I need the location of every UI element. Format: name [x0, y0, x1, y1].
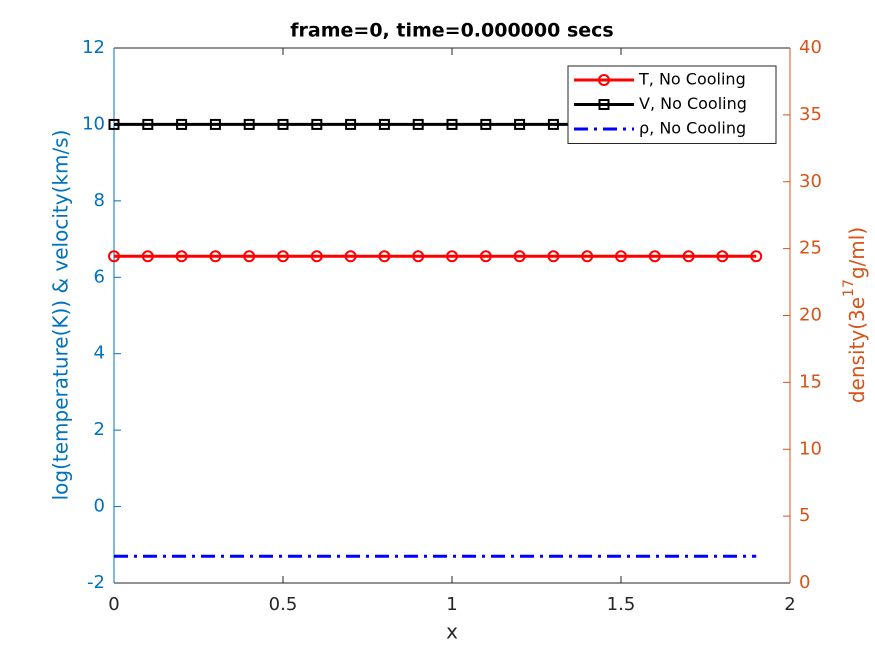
marker	[209, 250, 222, 263]
marker	[581, 250, 594, 263]
y2-label-part: g/ml)	[845, 227, 869, 279]
y-tick-label: 8	[94, 190, 105, 211]
y2-tick-label: 20	[799, 305, 822, 326]
marker	[108, 250, 120, 263]
legend-label: V, No Cooling	[639, 94, 747, 113]
x-tick-label: 1.5	[607, 594, 636, 615]
marker	[615, 250, 627, 263]
marker	[378, 250, 391, 263]
marker	[378, 118, 390, 130]
marker	[750, 250, 763, 263]
marker	[176, 118, 188, 130]
x-axis-label: x	[446, 620, 458, 644]
marker	[682, 250, 695, 263]
y-tick-label: 12	[82, 37, 105, 58]
marker	[412, 250, 425, 263]
y-tick-label: 10	[82, 113, 105, 134]
marker	[479, 250, 492, 263]
x-tick-label: 2	[784, 594, 795, 615]
legend-label: ρ, No Cooling	[639, 119, 746, 138]
marker	[547, 250, 560, 263]
y2-tick-label: 35	[799, 104, 822, 125]
marker	[175, 250, 188, 263]
legend-marker	[598, 99, 610, 110]
marker	[514, 118, 526, 130]
y-axis-label: log(temperature(K)) & velocity(km/s)	[49, 130, 73, 501]
marker	[446, 118, 458, 130]
chart-title: frame=0, time=0.000000 secs	[290, 20, 613, 42]
y-tick-label: 2	[94, 419, 105, 440]
marker	[344, 250, 357, 263]
marker	[716, 250, 729, 263]
marker	[412, 118, 424, 130]
marker	[243, 250, 256, 263]
marker	[142, 118, 154, 130]
y2-tick-label: 10	[799, 438, 822, 459]
marker	[141, 250, 154, 263]
marker	[547, 118, 559, 130]
marker	[277, 118, 289, 130]
x-tick-label: 1	[446, 594, 457, 615]
y2-label-sup: 17	[841, 279, 857, 297]
y2-tick-label: 0	[799, 572, 810, 593]
marker	[243, 118, 255, 130]
marker	[648, 250, 661, 263]
marker	[480, 118, 492, 130]
marker	[108, 118, 120, 130]
marker	[209, 118, 221, 130]
marker	[310, 250, 323, 263]
y2-label-part: density(3e	[845, 297, 869, 403]
x-tick-label: 0	[108, 594, 119, 615]
y2-tick-label: 25	[799, 238, 822, 259]
legend-label: T, No Cooling	[638, 70, 746, 89]
marker	[446, 250, 458, 263]
marker	[311, 118, 323, 130]
y-tick-label: 6	[94, 266, 105, 287]
marker	[277, 250, 289, 263]
legend-marker	[598, 74, 610, 86]
marker	[345, 118, 357, 130]
y2-tick-label: 5	[799, 505, 810, 526]
marker	[513, 250, 526, 263]
y2-tick-label: 30	[799, 171, 822, 192]
y2-tick-label: 15	[799, 371, 822, 392]
y-tick-label: -2	[87, 572, 105, 593]
y2-tick-label: 40	[799, 37, 822, 58]
y-tick-label: 0	[94, 496, 105, 517]
y2-axis-label: density(3e17g/ml)	[841, 227, 869, 403]
y-tick-label: 4	[94, 343, 105, 364]
x-tick-label: 0.5	[269, 594, 298, 615]
